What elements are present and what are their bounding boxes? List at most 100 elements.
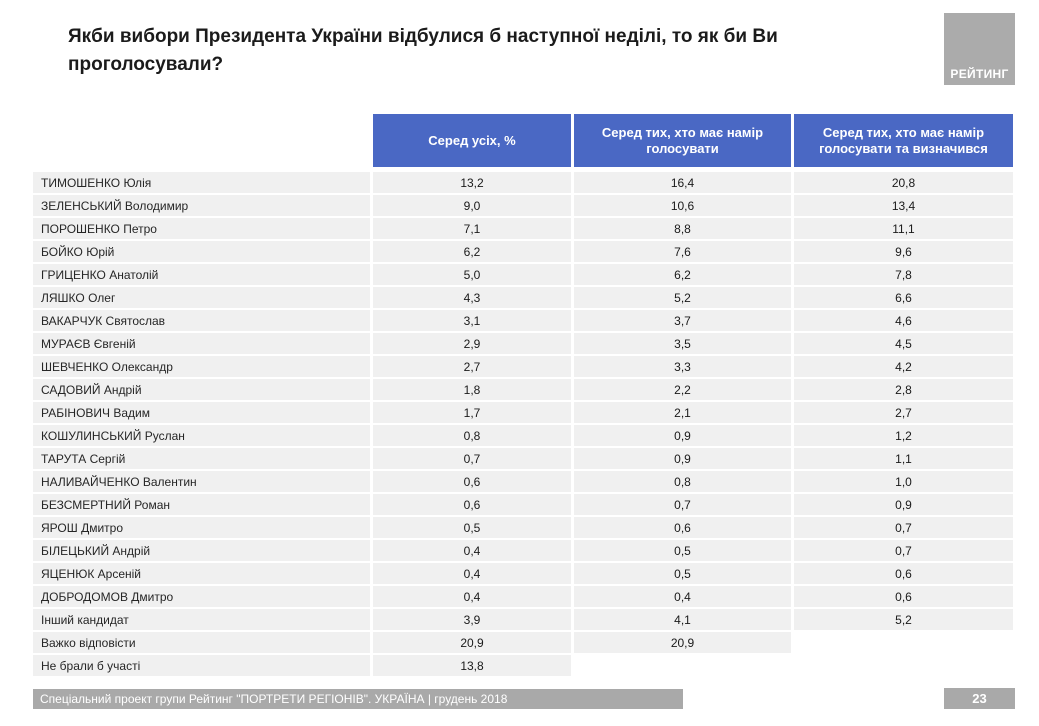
candidate-name: РАБІНОВИЧ Вадим bbox=[33, 402, 370, 423]
candidate-name: ТИМОШЕНКО Юлія bbox=[33, 172, 370, 193]
table-row: ЛЯШКО Олег 4,3 5,2 6,6 bbox=[33, 287, 1013, 308]
value-cell: 1,1 bbox=[794, 448, 1013, 469]
value-cell: 6,2 bbox=[373, 241, 571, 262]
value-cell: 4,2 bbox=[794, 356, 1013, 377]
value-cell: 20,9 bbox=[574, 632, 791, 653]
value-cell: 4,1 bbox=[574, 609, 791, 630]
value-cell: 0,8 bbox=[574, 471, 791, 492]
candidate-name: БІЛЕЦЬКИЙ Андрій bbox=[33, 540, 370, 561]
value-cell: 0,7 bbox=[574, 494, 791, 515]
table-row: САДОВИЙ Андрій 1,8 2,2 2,8 bbox=[33, 379, 1013, 400]
value-cell: 2,7 bbox=[794, 402, 1013, 423]
value-cell: 7,1 bbox=[373, 218, 571, 239]
candidate-name: ДОБРОДОМОВ Дмитро bbox=[33, 586, 370, 607]
value-cell: 0,9 bbox=[794, 494, 1013, 515]
candidate-name: БОЙКО Юрій bbox=[33, 241, 370, 262]
value-cell: 5,0 bbox=[373, 264, 571, 285]
value-cell: 0,4 bbox=[373, 540, 571, 561]
candidate-name: Інший кандидат bbox=[33, 609, 370, 630]
candidate-name: Не брали б участі bbox=[33, 655, 370, 676]
poll-results-table: Серед усіх, % Серед тих, хто має намір г… bbox=[33, 114, 1013, 678]
value-cell: 0,4 bbox=[574, 586, 791, 607]
value-cell: 13,8 bbox=[373, 655, 571, 676]
value-cell: 0,5 bbox=[574, 540, 791, 561]
value-cell: 4,3 bbox=[373, 287, 571, 308]
value-cell: 7,8 bbox=[794, 264, 1013, 285]
value-cell: 3,9 bbox=[373, 609, 571, 630]
value-cell: 0,6 bbox=[373, 471, 571, 492]
value-cell: 9,0 bbox=[373, 195, 571, 216]
candidate-name: ШЕВЧЕНКО Олександр bbox=[33, 356, 370, 377]
table-row: МУРАЄВ Євгеній 2,9 3,5 4,5 bbox=[33, 333, 1013, 354]
value-cell: 1,2 bbox=[794, 425, 1013, 446]
candidate-name: ЛЯШКО Олег bbox=[33, 287, 370, 308]
value-cell: 2,2 bbox=[574, 379, 791, 400]
value-cell: 11,1 bbox=[794, 218, 1013, 239]
value-cell: 2,9 bbox=[373, 333, 571, 354]
value-cell: 0,6 bbox=[794, 563, 1013, 584]
header-spacer bbox=[33, 114, 370, 167]
candidate-name: ЗЕЛЕНСЬКИЙ Володимир bbox=[33, 195, 370, 216]
value-cell: 0,6 bbox=[373, 494, 571, 515]
candidate-name: МУРАЄВ Євгеній bbox=[33, 333, 370, 354]
candidate-name: ВАКАРЧУК Святослав bbox=[33, 310, 370, 331]
value-cell bbox=[794, 655, 1013, 676]
value-cell: 0,8 bbox=[373, 425, 571, 446]
table-row: ЯРОШ Дмитро 0,5 0,6 0,7 bbox=[33, 517, 1013, 538]
candidate-name: ЯРОШ Дмитро bbox=[33, 517, 370, 538]
value-cell: 1,0 bbox=[794, 471, 1013, 492]
column-header-intending-voters: Серед тих, хто має намір голосувати bbox=[574, 114, 791, 167]
value-cell: 5,2 bbox=[794, 609, 1013, 630]
table-row: ТИМОШЕНКО Юлія 13,2 16,4 20,8 bbox=[33, 172, 1013, 193]
table-row: БЕЗСМЕРТНИЙ Роман 0,6 0,7 0,9 bbox=[33, 494, 1013, 515]
logo-label: РЕЙТИНГ bbox=[950, 67, 1009, 81]
value-cell: 5,2 bbox=[574, 287, 791, 308]
value-cell: 9,6 bbox=[794, 241, 1013, 262]
value-cell: 0,5 bbox=[574, 563, 791, 584]
value-cell: 13,2 bbox=[373, 172, 571, 193]
value-cell: 0,4 bbox=[373, 586, 571, 607]
value-cell: 0,6 bbox=[794, 586, 1013, 607]
table-row: ЗЕЛЕНСЬКИЙ Володимир 9,0 10,6 13,4 bbox=[33, 195, 1013, 216]
source-footer: Спеціальний проект групи Рейтинг "ПОРТРЕ… bbox=[33, 689, 683, 709]
value-cell: 3,7 bbox=[574, 310, 791, 331]
value-cell: 0,7 bbox=[794, 540, 1013, 561]
candidate-name: КОШУЛИНСЬКИЙ Руслан bbox=[33, 425, 370, 446]
table-row: РАБІНОВИЧ Вадим 1,7 2,1 2,7 bbox=[33, 402, 1013, 423]
table-row: ТАРУТА Сергій 0,7 0,9 1,1 bbox=[33, 448, 1013, 469]
value-cell: 10,6 bbox=[574, 195, 791, 216]
table-row: Важко відповісти 20,9 20,9 bbox=[33, 632, 1013, 653]
candidate-name: ГРИЦЕНКО Анатолій bbox=[33, 264, 370, 285]
rating-group-logo: РЕЙТИНГ bbox=[944, 13, 1015, 85]
table-row: КОШУЛИНСЬКИЙ Руслан 0,8 0,9 1,2 bbox=[33, 425, 1013, 446]
table-row: ЯЦЕНЮК Арсеній 0,4 0,5 0,6 bbox=[33, 563, 1013, 584]
table-row: НАЛИВАЙЧЕНКО Валентин 0,6 0,8 1,0 bbox=[33, 471, 1013, 492]
value-cell: 4,6 bbox=[794, 310, 1013, 331]
column-header-among-all: Серед усіх, % bbox=[373, 114, 571, 167]
candidate-name: ПОРОШЕНКО Петро bbox=[33, 218, 370, 239]
candidate-name: НАЛИВАЙЧЕНКО Валентин bbox=[33, 471, 370, 492]
table-row: ВАКАРЧУК Святослав 3,1 3,7 4,6 bbox=[33, 310, 1013, 331]
candidate-name: БЕЗСМЕРТНИЙ Роман bbox=[33, 494, 370, 515]
value-cell: 3,5 bbox=[574, 333, 791, 354]
value-cell: 0,4 bbox=[373, 563, 571, 584]
table-row: ПОРОШЕНКО Петро 7,1 8,8 11,1 bbox=[33, 218, 1013, 239]
candidate-name: ТАРУТА Сергій bbox=[33, 448, 370, 469]
table-row: Інший кандидат 3,9 4,1 5,2 bbox=[33, 609, 1013, 630]
value-cell bbox=[574, 655, 791, 676]
page-title: Якби вибори Президента України відбулися… bbox=[68, 26, 778, 75]
page-number-badge: 23 bbox=[944, 688, 1015, 709]
value-cell: 1,8 bbox=[373, 379, 571, 400]
value-cell: 16,4 bbox=[574, 172, 791, 193]
value-cell: 0,6 bbox=[574, 517, 791, 538]
value-cell: 0,9 bbox=[574, 448, 791, 469]
table-row: ДОБРОДОМОВ Дмитро 0,4 0,4 0,6 bbox=[33, 586, 1013, 607]
value-cell bbox=[794, 632, 1013, 653]
column-header-decided-voters: Серед тих, хто має намір голосувати та в… bbox=[794, 114, 1013, 167]
value-cell: 7,6 bbox=[574, 241, 791, 262]
value-cell: 8,8 bbox=[574, 218, 791, 239]
table-header-row: Серед усіх, % Серед тих, хто має намір г… bbox=[33, 114, 1013, 167]
value-cell: 6,2 bbox=[574, 264, 791, 285]
value-cell: 1,7 bbox=[373, 402, 571, 423]
value-cell: 0,7 bbox=[794, 517, 1013, 538]
